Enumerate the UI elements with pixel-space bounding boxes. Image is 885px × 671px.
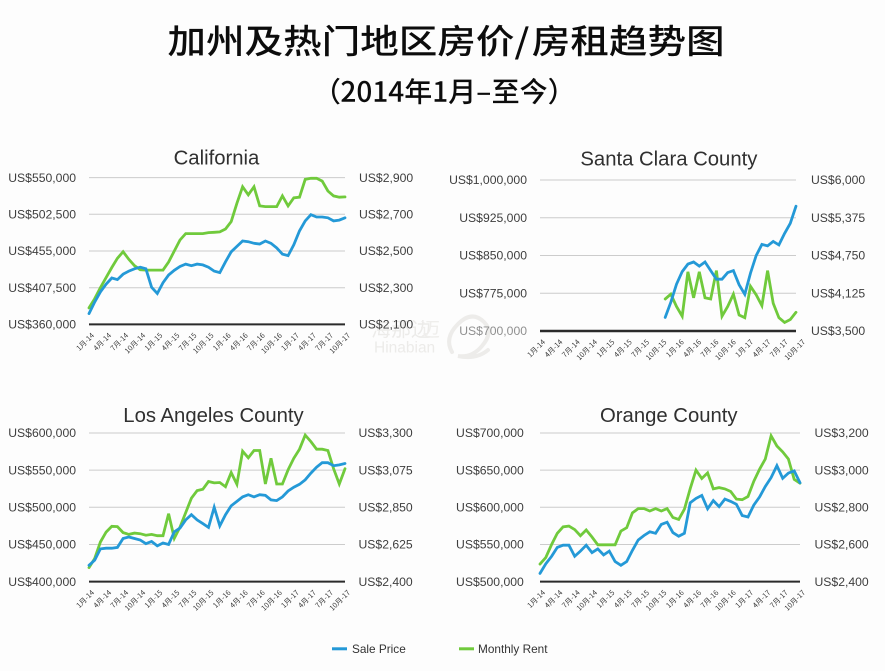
svg-text:US$500,000: US$500,000 <box>456 575 524 589</box>
svg-text:US$2,300: US$2,300 <box>359 281 413 295</box>
svg-text:US$500,000: US$500,000 <box>8 501 76 515</box>
svg-text:US$3,200: US$3,200 <box>815 426 869 440</box>
svg-text:US$2,600: US$2,600 <box>815 538 869 552</box>
svg-text:US$4,750: US$4,750 <box>811 249 865 263</box>
svg-text:California: California <box>174 148 260 170</box>
svg-text:US$2,625: US$2,625 <box>359 538 413 552</box>
svg-text:US$600,000: US$600,000 <box>456 501 524 515</box>
svg-text:US$455,000: US$455,000 <box>8 244 76 258</box>
svg-text:US$2,100: US$2,100 <box>359 318 413 332</box>
svg-text:Monthly Rent: Monthly Rent <box>478 642 548 656</box>
svg-text:US$550,000: US$550,000 <box>8 463 76 477</box>
svg-text:US$360,000: US$360,000 <box>8 318 76 332</box>
svg-text:US$3,500: US$3,500 <box>811 324 865 338</box>
svg-text:Orange County: Orange County <box>600 405 738 427</box>
svg-text:Santa Clara County: Santa Clara County <box>580 149 758 171</box>
svg-text:US$407,500: US$407,500 <box>8 281 76 295</box>
svg-text:Hinabian: Hinabian <box>374 340 435 357</box>
svg-text:US$3,075: US$3,075 <box>359 463 413 477</box>
svg-text:US$3,300: US$3,300 <box>359 426 413 440</box>
svg-text:US$600,000: US$600,000 <box>8 426 76 440</box>
svg-text:US$1,000,000: US$1,000,000 <box>449 173 527 187</box>
svg-text:US$700,000: US$700,000 <box>459 324 527 338</box>
svg-text:US$4,125: US$4,125 <box>811 286 865 300</box>
svg-text:US$550,000: US$550,000 <box>456 538 524 552</box>
svg-text:US$2,400: US$2,400 <box>815 575 869 589</box>
svg-text:US$502,500: US$502,500 <box>8 208 76 222</box>
svg-text:US$550,000: US$550,000 <box>8 171 76 185</box>
svg-text:US$700,000: US$700,000 <box>456 426 524 440</box>
svg-text:US$2,700: US$2,700 <box>359 208 413 222</box>
svg-text:Los Angeles County: Los Angeles County <box>123 405 304 427</box>
svg-text:US$400,000: US$400,000 <box>8 575 76 589</box>
svg-text:US$5,375: US$5,375 <box>811 211 865 225</box>
svg-text:US$2,850: US$2,850 <box>359 501 413 515</box>
svg-text:US$850,000: US$850,000 <box>459 249 527 263</box>
svg-text:US$2,500: US$2,500 <box>359 244 413 258</box>
svg-text:US$775,000: US$775,000 <box>459 286 527 300</box>
svg-text:US$2,400: US$2,400 <box>359 575 413 589</box>
svg-text:US$650,000: US$650,000 <box>456 463 524 477</box>
svg-text:US$2,900: US$2,900 <box>359 171 413 185</box>
svg-text:US$925,000: US$925,000 <box>459 211 527 225</box>
svg-text:US$3,000: US$3,000 <box>815 463 869 477</box>
svg-text:US$2,800: US$2,800 <box>815 501 869 515</box>
svg-text:US$450,000: US$450,000 <box>8 538 76 552</box>
svg-text:US$6,000: US$6,000 <box>811 173 865 187</box>
svg-text:Sale Price: Sale Price <box>352 642 406 656</box>
